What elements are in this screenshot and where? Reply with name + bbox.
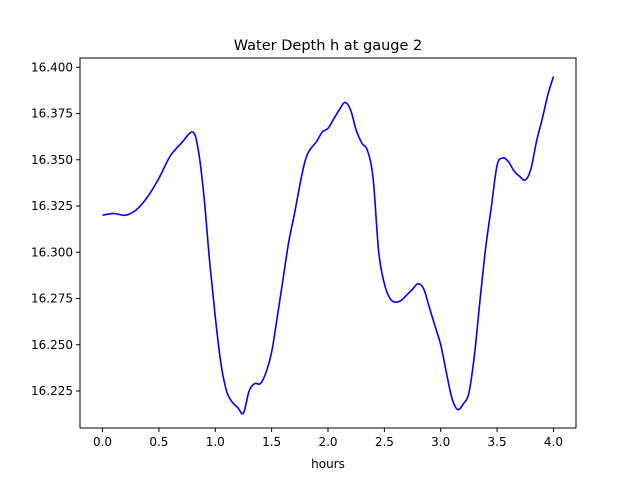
x-axis: 0.0 0.5 1.0 1.5 2.0 2.5 3.0 3.5 4.0 [93,428,563,449]
plot-area [79,57,577,429]
x-tick-label: 2.5 [375,435,394,449]
x-tick-label: 3.5 [488,435,507,449]
y-tick-label: 16.250 [31,338,73,352]
y-tick-label: 16.275 [31,292,73,306]
x-tick-label: 3.0 [431,435,450,449]
chart-title: Water Depth h at gauge 2 [234,38,422,54]
y-tick-label: 16.375 [31,107,73,121]
y-axis: 16.225 16.250 16.275 16.300 16.325 16.350 16.3… [31,60,80,398]
y-tick-label: 16.400 [31,60,73,74]
y-tick-label: 16.300 [31,245,73,259]
x-tick-label: 0.5 [149,435,168,449]
series-layer [102,76,555,415]
x-tick-label: 1.0 [206,435,225,449]
x-tick-label: 4.0 [544,435,563,449]
plot-frame [79,57,577,429]
y-tick-label: 16.325 [31,199,73,213]
series-line [102,76,555,415]
x-tick-label: 0.0 [93,435,112,449]
x-tick-label: 1.5 [262,435,281,449]
y-tick-label: 16.350 [31,153,73,167]
x-tick-label: 2.0 [318,435,337,449]
y-tick-label: 16.225 [31,384,73,398]
x-axis-label: hours [311,457,345,471]
